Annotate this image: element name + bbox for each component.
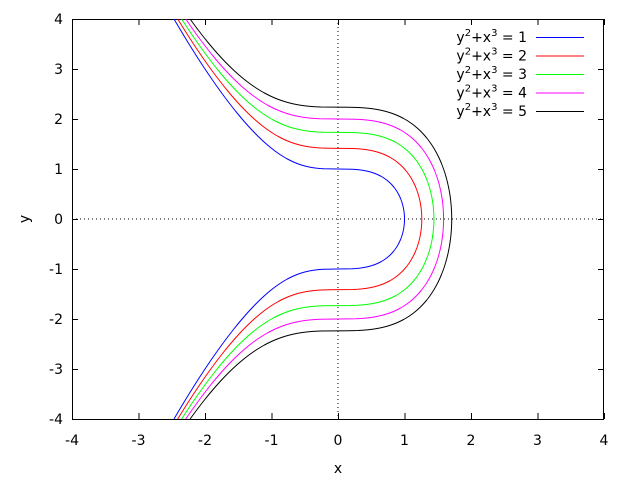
x-tick-label: -2	[198, 433, 212, 449]
y-tick-label: 3	[54, 62, 63, 78]
y-tick-label: 0	[54, 212, 63, 228]
y-tick-label: 1	[54, 162, 63, 178]
legend-label: y2+x3 = 1	[456, 28, 527, 46]
y-axis-label: y	[17, 215, 33, 223]
series-line-3	[181, 18, 435, 420]
legend-label: y2+x3 = 3	[456, 65, 527, 83]
x-axis-label: x	[334, 461, 342, 477]
y-tick-label: 2	[54, 112, 63, 128]
x-tick-label: 1	[400, 433, 409, 449]
legend-label: y2+x3 = 2	[456, 47, 527, 65]
x-tick-label: -1	[265, 433, 279, 449]
y-tick-label: 4	[54, 12, 63, 28]
legend-label: y2+x3 = 5	[456, 102, 527, 120]
y-tick-label: -1	[49, 262, 63, 278]
x-tick-label: -4	[65, 433, 79, 449]
x-tick-label: 3	[533, 433, 542, 449]
series-line-4	[185, 18, 445, 420]
x-tick-label: 4	[600, 433, 609, 449]
y-tick-label: -2	[49, 312, 63, 328]
x-tick-label: -3	[132, 433, 146, 449]
y-tick-label: -3	[49, 362, 63, 378]
series-line-5	[189, 18, 453, 420]
x-tick-label: 0	[334, 433, 343, 449]
x-tick-label: 2	[467, 433, 476, 449]
series-line-1	[173, 18, 405, 420]
series-line-2	[177, 18, 423, 420]
y-tick-label: -4	[49, 412, 63, 428]
legend-label: y2+x3 = 4	[456, 84, 527, 102]
